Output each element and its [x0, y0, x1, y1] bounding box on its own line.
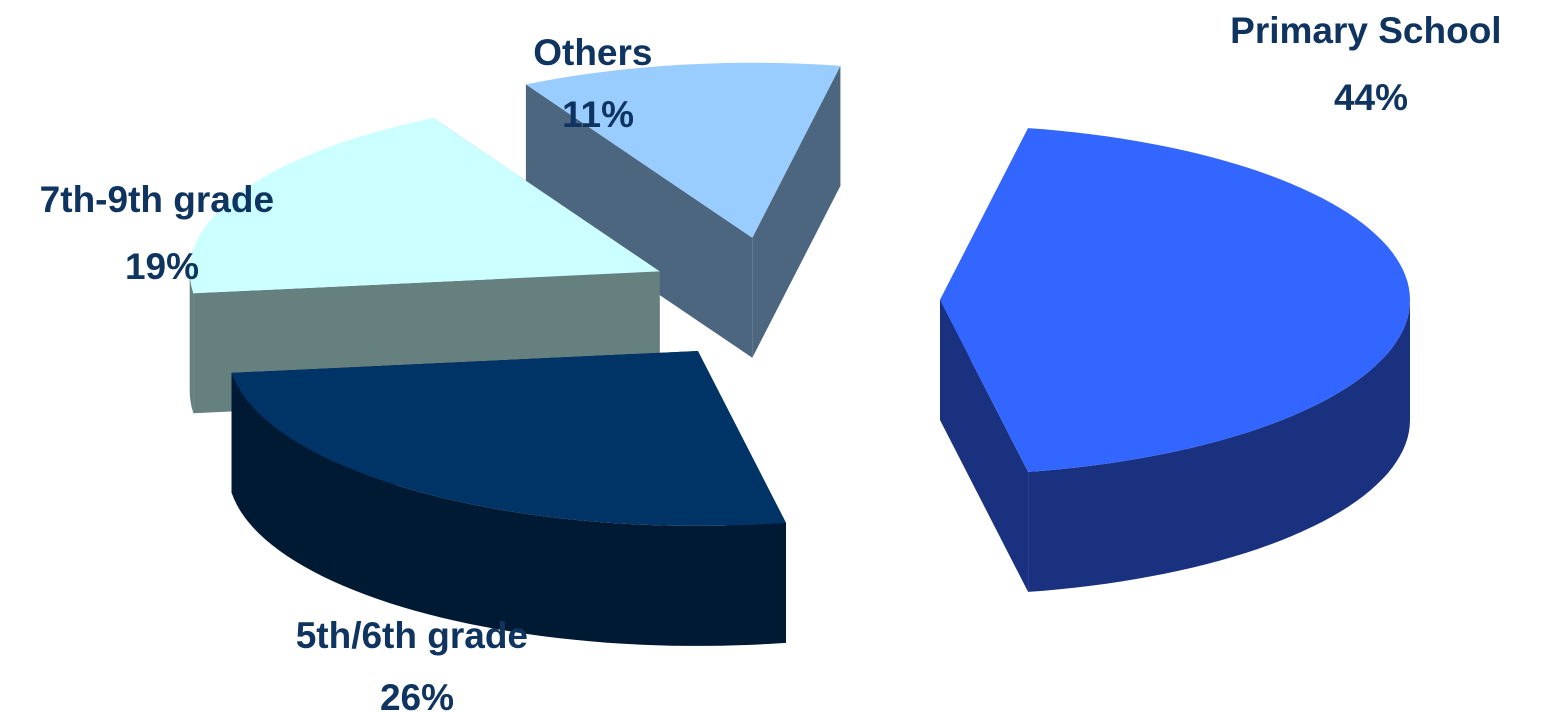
label-5th-6th-grade-value: 26%	[380, 677, 454, 713]
slice-others-wall-end	[752, 65, 841, 358]
label-primary-school: Primary School 44%	[1230, 10, 1512, 118]
slice-primary-school-side	[1028, 300, 1410, 592]
label-5th-6th-grade-name: 5th/6th grade	[296, 615, 528, 656]
slice-5th-6th-grade-top	[231, 351, 787, 526]
label-7th-9th-grade-name: 7th-9th grade	[40, 179, 274, 220]
label-others-value: 11%	[562, 94, 634, 135]
slices-layer	[189, 62, 1410, 646]
labels-layer: Primary School 44% 5th/6th grade 26% 7th…	[40, 10, 1512, 713]
slice-5th-6th-grade-side	[231, 372, 787, 646]
slice-primary-school-wall-end	[940, 300, 1029, 592]
label-5th-6th-grade: 5th/6th grade 26%	[296, 615, 539, 713]
slice-others	[525, 62, 841, 358]
label-others: Others 11%	[533, 32, 663, 135]
slice-7th-9th-grade-top	[189, 118, 660, 294]
label-primary-school-value: 44%	[1334, 77, 1408, 118]
label-primary-school-name: Primary School	[1230, 10, 1501, 51]
label-others-name: Others	[533, 32, 652, 73]
label-7th-9th-grade-value: 19%	[125, 246, 199, 287]
slice-others-top	[525, 62, 841, 238]
slice-5th-6th-grade	[231, 351, 787, 646]
slice-others-wall-start	[525, 84, 753, 358]
label-7th-9th-grade: 7th-9th grade 19%	[40, 179, 285, 287]
slice-primary-school	[940, 128, 1410, 592]
slice-primary-school-top	[940, 128, 1410, 472]
slice-7th-9th-grade-side	[189, 271, 194, 414]
